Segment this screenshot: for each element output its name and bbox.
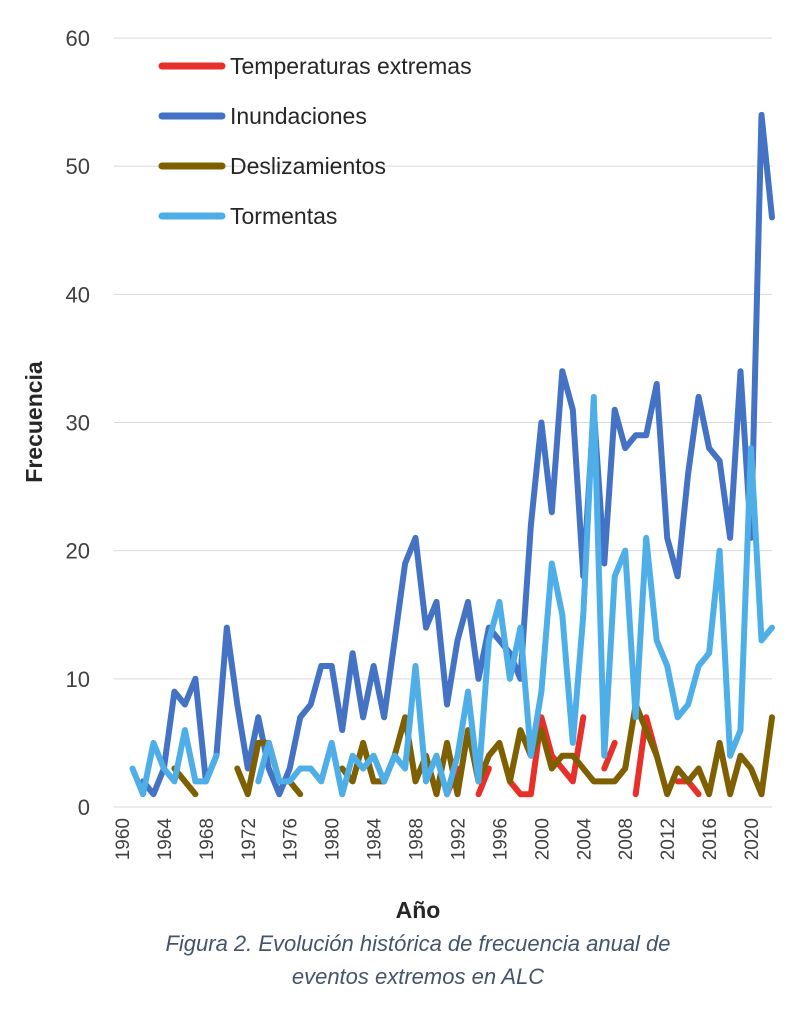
x-tick-label: 1996 <box>490 818 511 860</box>
y-tick-label: 0 <box>78 795 90 820</box>
x-axis-ticks: 1960 1964 1968 1972 1976 1980 1984 1988 1992 1996… <box>113 818 763 861</box>
x-tick-label: 2012 <box>658 818 679 860</box>
y-tick-label: 40 <box>66 282 90 307</box>
x-tick-label: 2008 <box>616 818 637 860</box>
x-tick-label: 1976 <box>281 818 302 860</box>
legend-label: Tormentas <box>230 203 337 229</box>
figure-caption-line-2: eventos extremos en ALC <box>292 964 544 989</box>
x-tick-label: 2004 <box>574 818 595 861</box>
x-tick-label: 2020 <box>742 818 763 860</box>
y-axis-ticks: 0 10 20 30 40 50 60 <box>66 26 90 820</box>
x-axis-title: Año <box>396 897 441 923</box>
x-tick-label: 1960 <box>113 818 134 860</box>
x-tick-label: 1972 <box>239 818 260 860</box>
legend-label: Deslizamientos <box>230 153 386 179</box>
x-tick-label: 1992 <box>448 818 469 860</box>
legend-label: Temperaturas extremas <box>230 53 472 79</box>
y-tick-label: 20 <box>66 539 90 564</box>
y-tick-label: 30 <box>66 411 90 436</box>
y-tick-label: 50 <box>66 154 90 179</box>
series-line-segment <box>506 714 587 798</box>
figure-caption-line-1: Figura 2. Evolución histórica de frecuen… <box>165 931 670 956</box>
series-line-segment <box>601 739 618 772</box>
series-inundaciones <box>140 111 775 798</box>
series-line-segment <box>255 393 775 798</box>
x-tick-label: 1968 <box>197 818 218 860</box>
y-axis-title: Frecuencia <box>21 361 47 483</box>
series-tormentas <box>129 393 775 798</box>
x-tick-label: 1964 <box>155 818 176 861</box>
legend: Temperaturas extremas Inundaciones Desliza… <box>158 53 472 229</box>
series-lines <box>129 111 775 798</box>
legend-label: Inundaciones <box>230 103 367 129</box>
series-line-segment <box>339 701 775 798</box>
y-tick-label: 10 <box>66 667 90 692</box>
series-line-segment <box>140 111 775 798</box>
x-tick-label: 2016 <box>700 818 721 860</box>
y-tick-label: 60 <box>66 26 90 51</box>
x-tick-label: 1988 <box>407 818 428 860</box>
x-tick-label: 1984 <box>365 818 386 861</box>
series-line-segment <box>129 727 220 798</box>
x-tick-label: 1980 <box>323 818 344 860</box>
x-tick-label: 2000 <box>532 818 553 860</box>
series-line-segment <box>475 765 492 798</box>
